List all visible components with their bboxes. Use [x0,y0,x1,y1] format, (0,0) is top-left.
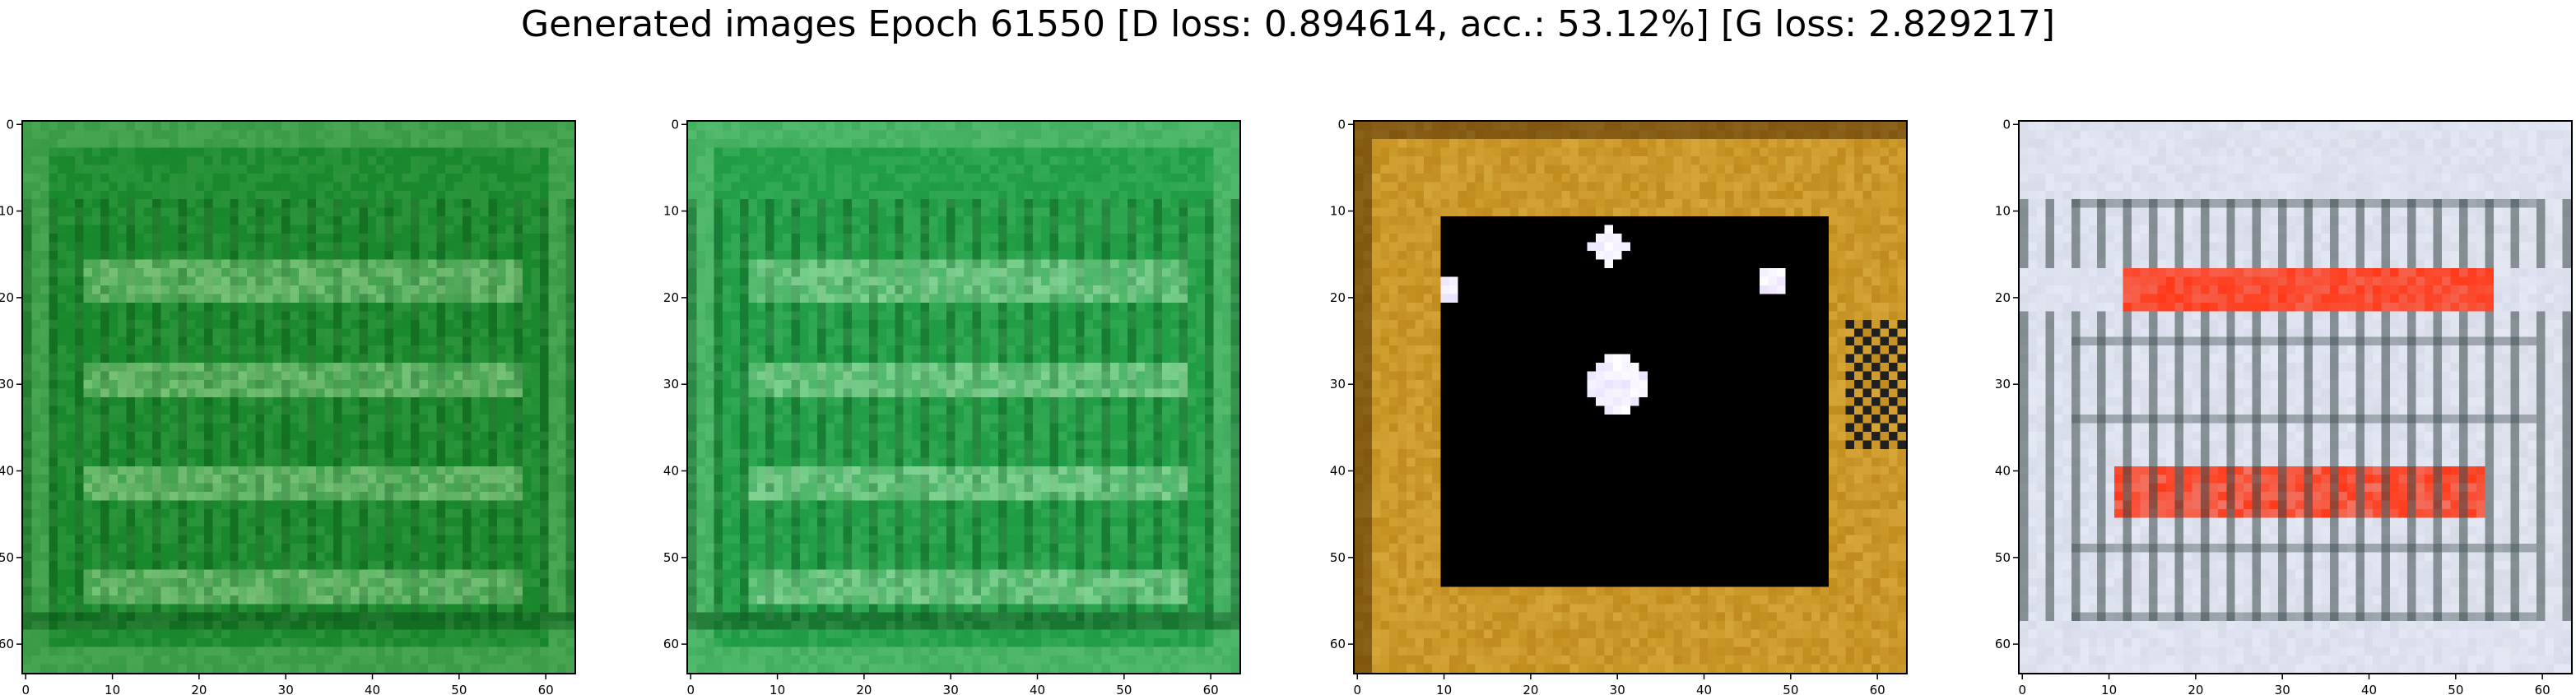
image-pixels [688,122,1239,673]
y-tick-label: 30 [0,377,14,392]
generated-image-2 [686,120,1241,674]
x-tick-label: 0 [686,683,695,695]
y-tick-label: 10 [663,204,679,219]
x-tick-label: 0 [21,683,30,695]
y-tick-label: 0 [2002,117,2011,132]
y-tick-label: 50 [1330,550,1346,565]
y-tick-label: 60 [1330,637,1346,651]
y-tick-label: 0 [1337,117,1346,132]
x-tick-label: 10 [770,683,785,695]
x-tick-label: 30 [2275,683,2290,695]
x-tick-label: 60 [1870,683,1886,695]
y-tick-label: 40 [663,464,679,479]
y-tick-label: 50 [663,550,679,565]
x-tick-label: 40 [1696,683,1712,695]
x-tick-label: 20 [856,683,872,695]
figure-title: Generated images Epoch 61550 [D loss: 0.… [520,3,2056,45]
y-tick-label: 10 [1995,204,2011,219]
x-tick-label: 0 [2018,683,2026,695]
x-tick-label: 20 [1523,683,1538,695]
y-tick-label: 30 [1330,377,1346,392]
x-tick-label: 50 [1783,683,1798,695]
x-tick-label: 10 [1436,683,1452,695]
y-tick-label: 30 [663,377,679,392]
x-tick-label: 50 [1116,683,1132,695]
y-tick-label: 60 [1995,637,2011,651]
y-tick-label: 10 [1330,204,1346,219]
y-tick-label: 20 [1330,290,1346,305]
generated-image-4 [2018,120,2573,674]
x-tick-label: 30 [943,683,959,695]
x-tick-label: 40 [1030,683,1045,695]
x-tick-label: 20 [2188,683,2203,695]
image-pixels [2020,122,2571,673]
generated-image-3 [1353,120,1908,674]
y-tick-label: 60 [0,637,14,651]
y-tick-label: 30 [1995,377,2011,392]
image-pixels [23,122,574,673]
x-tick-label: 60 [2535,683,2550,695]
x-tick-label: 40 [365,683,380,695]
x-tick-label: 20 [191,683,207,695]
y-tick-label: 20 [663,290,679,305]
x-tick-label: 60 [538,683,554,695]
y-tick-label: 20 [0,290,14,305]
y-tick-label: 10 [0,204,14,219]
y-tick-label: 40 [1995,464,2011,479]
y-tick-label: 50 [1995,550,2011,565]
y-tick-label: 50 [0,550,14,565]
x-tick-label: 30 [278,683,294,695]
x-tick-label: 60 [1203,683,1219,695]
y-tick-label: 0 [6,117,14,132]
x-tick-label: 40 [2361,683,2377,695]
generated-image-1 [21,120,576,674]
image-pixels [1355,122,1906,673]
x-tick-label: 50 [451,683,467,695]
y-tick-label: 40 [0,464,14,479]
y-tick-label: 40 [1330,464,1346,479]
y-tick-label: 0 [671,117,679,132]
x-tick-label: 0 [1353,683,1361,695]
x-tick-label: 10 [105,683,120,695]
x-tick-label: 30 [1610,683,1625,695]
x-tick-label: 50 [2448,683,2463,695]
y-tick-label: 60 [663,637,679,651]
x-tick-label: 10 [2101,683,2117,695]
y-tick-label: 20 [1995,290,2011,305]
